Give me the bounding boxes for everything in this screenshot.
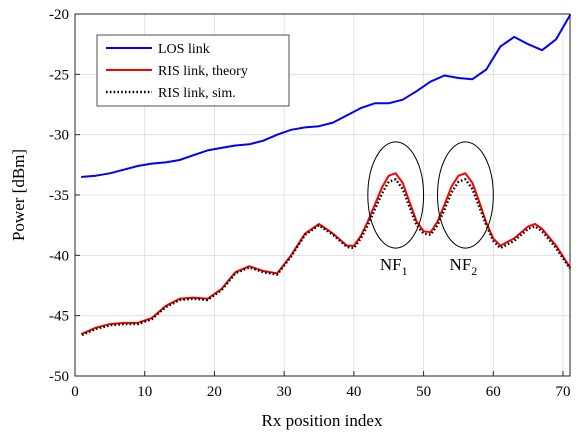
annotation-label-1: NF1 <box>380 255 408 278</box>
y-tick-label: -45 <box>49 309 69 325</box>
x-tick-label: 50 <box>416 384 431 400</box>
x-tick-label: 0 <box>71 384 79 400</box>
y-tick-label: -35 <box>49 188 69 204</box>
legend: LOS link RIS link, theory RIS link, sim. <box>96 34 290 107</box>
y-tick-label: -40 <box>49 248 69 264</box>
x-tick-label: 60 <box>486 384 501 400</box>
y-tick-label: -30 <box>49 128 69 144</box>
y-tick-label: -25 <box>49 67 69 83</box>
y-tick-label: -50 <box>49 369 69 385</box>
legend-entry-3: RIS link, sim. <box>158 86 236 101</box>
x-tick-label: 40 <box>346 384 361 400</box>
annotation-subscript: 2 <box>471 264 477 278</box>
x-tick-label: 20 <box>207 384 222 400</box>
y-tick-label: -20 <box>49 7 69 23</box>
series-line-1 <box>81 14 571 178</box>
near-field-ellipse-1 <box>367 141 425 249</box>
x-tick-label: 70 <box>556 384 571 400</box>
axis-ticks: 0 10 20 30 40 50 60 70 -50 -45 -40 -35 -30 -25 -20 <box>49 7 571 400</box>
y-axis-label: Power [dBm] <box>9 149 28 241</box>
x-tick-label: 10 <box>137 384 152 400</box>
annotation-main: NF <box>380 255 402 274</box>
x-axis-label: Rx position index <box>262 411 383 430</box>
near-field-ellipse-2 <box>437 141 494 249</box>
annotation-subscript: 1 <box>402 264 408 278</box>
annotation-label-2: NF2 <box>450 255 478 278</box>
annotation-main: NF <box>450 255 472 274</box>
legend-entry-1: LOS link <box>158 42 210 57</box>
legend-entry-2: RIS link, theory <box>158 64 248 79</box>
annotation-layer: NF1 NF2 <box>367 141 494 278</box>
x-tick-label: 30 <box>277 384 292 400</box>
